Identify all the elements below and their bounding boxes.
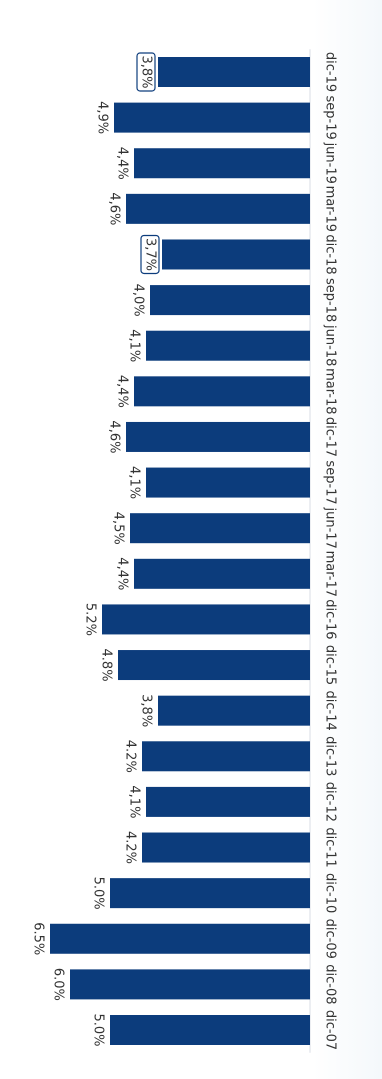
tick-label-mar-18: mar-18 [323, 368, 338, 414]
tick-label-dic-08: dic-08 [323, 964, 338, 1004]
tick-label-mar-17: mar-17 [323, 551, 338, 597]
tick-label-dic-18: dic-18 [323, 234, 338, 274]
value-label-dic-17: 4,6% [107, 420, 122, 453]
value-label-dic-19: 3,8% [139, 55, 154, 88]
tick-label-dic-11: dic-11 [323, 827, 338, 867]
tick-label-dic-10: dic-10 [323, 873, 338, 913]
tick-label-dic-12: dic-12 [323, 782, 338, 822]
value-label-dic-13: 4.2% [123, 740, 138, 773]
value-label-sep-18: 4,0% [131, 284, 146, 317]
bar-dic-19 [158, 57, 310, 87]
tick-label-dic-15: dic-15 [323, 645, 338, 685]
tick-label-dic-07: dic-07 [323, 1010, 338, 1050]
bar-dic-17 [126, 421, 310, 452]
bar-dic-08 [70, 969, 310, 1000]
bar-jun-19 [134, 148, 310, 179]
value-label-sep-19: 4,9% [95, 101, 110, 134]
highlight-box-dic-18 [140, 234, 160, 275]
value-label-dic-11: 4.2% [123, 831, 138, 864]
value-label-dic-09: 6.5% [31, 922, 46, 955]
value-label-dic-07: 5.0% [91, 1013, 106, 1046]
bar-dic-12 [146, 786, 310, 817]
tick-label-dic-19: dic-19 [323, 52, 338, 92]
bar-dic-10 [110, 878, 310, 909]
bar-mar-18 [134, 376, 310, 407]
chart-root: dic-07 5.0% dic-08 6.0% dic-09 6.5% dic-10 5.0%… [31, 49, 338, 1053]
value-label-jun-18: 4,1% [127, 329, 142, 362]
bar-dic-15 [118, 650, 310, 681]
bar-dic-11 [142, 832, 310, 863]
bar-dic-14 [158, 695, 310, 726]
bar-dic-18 [162, 239, 310, 270]
value-label-jun-19: 4,4% [115, 147, 130, 180]
bar-mar-19 [126, 193, 310, 224]
tick-label-jun-18: jun-18 [323, 324, 338, 366]
tick-label-sep-17: sep-17 [323, 460, 338, 504]
tick-label-dic-14: dic-14 [323, 691, 338, 731]
tick-label-dic-16: dic-16 [323, 599, 338, 639]
value-label-dic-16: 5.2% [83, 603, 98, 636]
tick-label-dic-17: dic-17 [323, 417, 338, 457]
value-label-dic-15: 4.8% [99, 649, 114, 682]
value-label-dic-08: 6.0% [51, 968, 66, 1001]
value-label-mar-19: 4,6% [107, 192, 122, 225]
tick-label-dic-13: dic-13 [323, 736, 338, 776]
value-label-dic-14: 3,8% [139, 694, 154, 727]
tick-label-jun-17: jun-17 [323, 507, 338, 549]
bar-jun-17 [130, 513, 310, 544]
bar-dic-09 [50, 923, 310, 954]
tick-label-dic-09: dic-09 [323, 919, 338, 959]
bar-dic-16 [102, 604, 310, 635]
value-label-mar-17: 4,4% [115, 557, 130, 590]
bar-dic-13 [142, 741, 310, 772]
tick-label-sep-18: sep-18 [323, 278, 338, 322]
value-label-dic-10: 5.0% [91, 877, 106, 910]
value-label-dic-12: 4,1% [127, 785, 142, 818]
highlight-box-dic-19 [136, 52, 156, 92]
tick-label-sep-19: sep-19 [323, 95, 338, 139]
bar-jun-18 [146, 330, 310, 361]
value-label-jun-17: 4,5% [111, 512, 126, 545]
tick-label-mar-19: mar-19 [323, 186, 338, 232]
bar-mar-17 [134, 558, 310, 589]
value-label-dic-18: 3,7% [143, 238, 158, 271]
bar-dic-07 [110, 1015, 310, 1045]
bar-sep-18 [150, 285, 310, 316]
value-label-sep-17: 4,1% [127, 466, 142, 499]
bar-sep-19 [114, 102, 310, 133]
tick-label-jun-19: jun-19 [323, 142, 338, 184]
bar-sep-17 [146, 467, 310, 498]
value-label-mar-18: 4,4% [115, 375, 130, 408]
